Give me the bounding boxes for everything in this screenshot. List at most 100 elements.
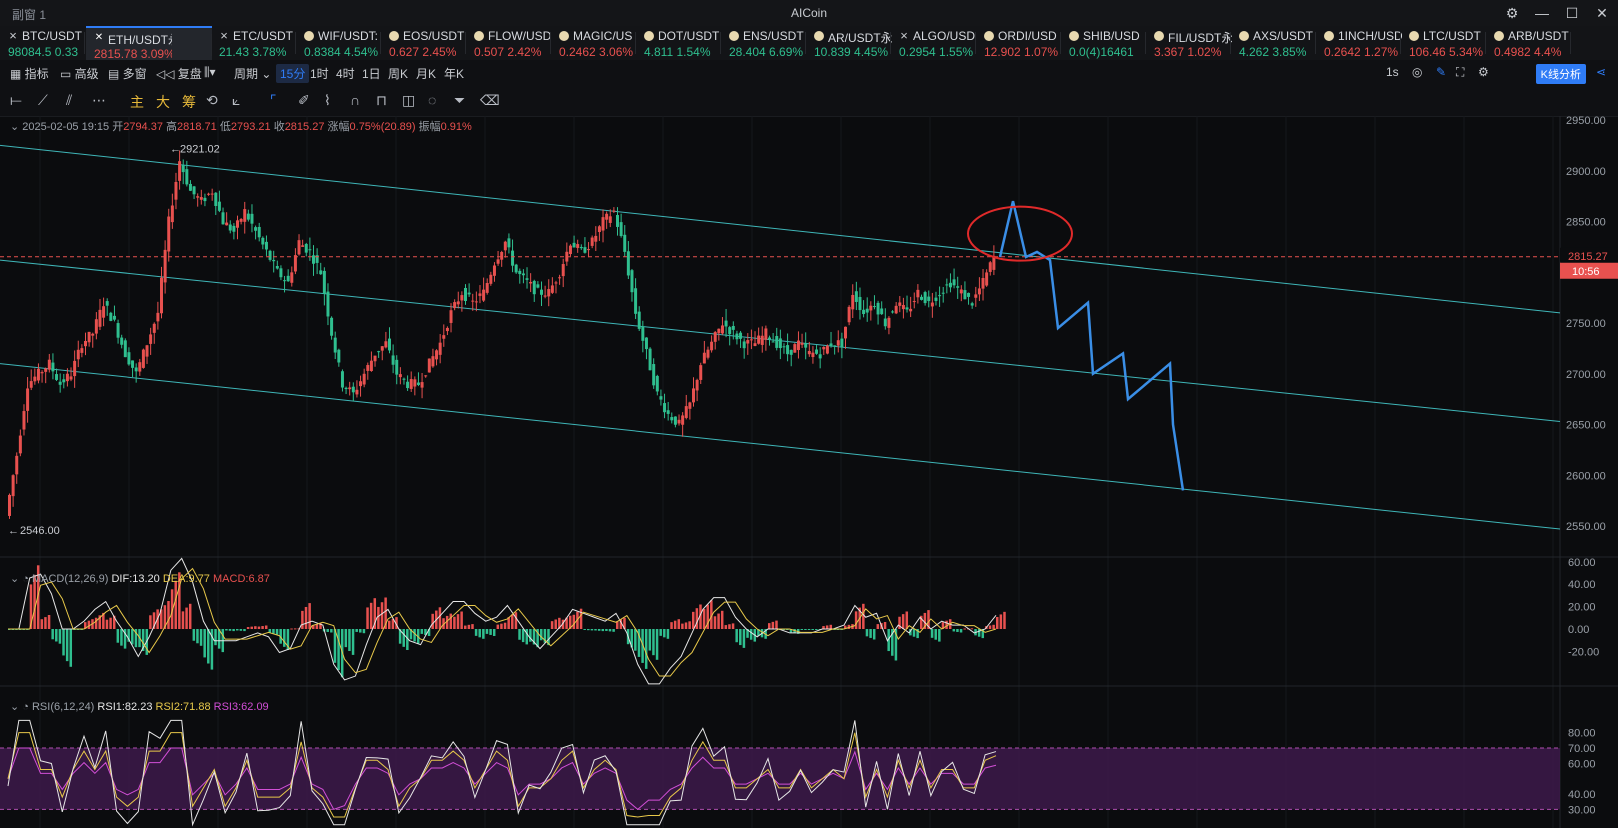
bell-icon[interactable]: ⌄ ◔ <box>10 573 29 585</box>
line-tool-icon[interactable]: ⟝ <box>10 92 22 108</box>
candle-body <box>402 378 406 380</box>
indicators-button[interactable]: ▦ 指标 <box>10 67 49 81</box>
candle-body <box>626 251 630 276</box>
macd-bar <box>388 620 391 629</box>
main-force-button[interactable]: 主 <box>130 94 144 110</box>
more-tools-icon[interactable]: ⋯ <box>92 92 106 108</box>
select-tool-icon[interactable]: ⌜ <box>270 92 277 108</box>
highlight-circle <box>967 205 1073 262</box>
change-value: 2.45% <box>422 45 457 59</box>
period-month[interactable]: 月K <box>416 67 437 81</box>
measure-icon[interactable]: ⟀ <box>232 92 241 108</box>
ticker-tab[interactable]: ORDI/USD 12.902 1.07% <box>976 26 1061 60</box>
period-1h[interactable]: 1时 <box>310 67 329 81</box>
candle-body <box>800 342 804 345</box>
macd-bar <box>312 625 315 629</box>
chips-button[interactable]: 筹 <box>182 94 196 110</box>
period-15m[interactable]: 15分 <box>276 64 310 83</box>
trash-icon[interactable]: ⌫ <box>480 92 500 108</box>
period-button[interactable]: 周期 ⌄ <box>234 67 272 81</box>
ticker-tab[interactable]: LTC/USDT 106.46 5.34% <box>1401 26 1486 60</box>
macd-bar <box>344 629 348 648</box>
ticker-tab[interactable]: SHIB/USD 0.0(4)16461 <box>1061 26 1146 60</box>
kline-analysis-button[interactable]: K线分析 <box>1535 64 1586 84</box>
period-4h[interactable]: 4时 <box>336 67 355 81</box>
pencil-icon[interactable]: ✐ <box>298 92 310 108</box>
macd-bar <box>268 629 272 633</box>
minimize-icon[interactable]: — <box>1535 5 1549 21</box>
candle-body <box>768 337 771 340</box>
ticker-name: DOT/USDT <box>658 29 720 43</box>
candle-body <box>84 340 87 347</box>
ticker-tab[interactable]: × ETC/USDT 21.43 3.78% <box>211 26 296 60</box>
ticker-tab[interactable]: AXS/USDT 4.262 3.85% <box>1231 26 1316 60</box>
ticker-tab[interactable]: MAGIC/US 0.2462 3.06% <box>551 26 636 60</box>
ticker-tab[interactable]: × BTC/USDT 98084.5 0.33 <box>0 26 85 60</box>
ticker-tab[interactable]: ✕ ETH/USDT永续2815.78 3.09% <box>86 26 212 61</box>
period-week[interactable]: 周K <box>388 67 409 81</box>
ticker-name: ALGO/USD <box>913 29 976 43</box>
share-icon[interactable]: ⋖ <box>1596 65 1607 79</box>
maximize-icon[interactable]: ☐ <box>1565 4 1579 21</box>
macd-bar <box>612 629 615 632</box>
candle-body <box>409 379 413 389</box>
sync-icon[interactable]: ⟲ <box>206 92 218 108</box>
candle-body <box>214 192 218 206</box>
macd-bar <box>862 603 865 629</box>
ticker-tab[interactable]: AR/USDT永 10.839 4.45% <box>806 26 892 60</box>
macd-bar <box>601 629 605 632</box>
brush-icon[interactable]: ⌇ <box>324 92 331 108</box>
lock-icon[interactable]: ⊓ <box>376 92 387 108</box>
advanced-label: 高级 <box>74 67 99 81</box>
filter-icon[interactable]: ⏷ <box>454 92 466 108</box>
ticker-tab[interactable]: × ALGO/USD 0.2954 1.55% <box>891 26 976 60</box>
candle-body <box>927 296 931 302</box>
gear-icon[interactable]: ⚙ <box>1478 65 1489 79</box>
price-value: 0.4982 <box>1494 45 1531 59</box>
ticker-tab[interactable]: EOS/USDT 0.627 2.45% <box>381 26 466 60</box>
big-order-button[interactable]: 大 <box>156 94 170 110</box>
macd-bar <box>670 622 673 629</box>
period-year[interactable]: 年K <box>444 67 465 81</box>
candle-body <box>217 201 221 211</box>
price-value: 2815.78 <box>94 47 138 61</box>
ruler-tool-icon[interactable]: ⟋ <box>38 92 48 108</box>
macd-bar <box>51 629 54 640</box>
parallel-tool-icon[interactable]: ⫽ <box>66 92 73 108</box>
ticker-tab[interactable]: 1INCH/USD 0.2642 1.27% <box>1316 26 1402 60</box>
coin-icon <box>1494 31 1504 41</box>
change-value: 3.85% <box>1272 45 1307 59</box>
ticker-tab[interactable]: FIL/USDT永 3.367 1.02% <box>1146 26 1232 60</box>
fullscreen-icon[interactable]: ⛶ <box>1456 65 1465 79</box>
macd-bar <box>590 629 594 631</box>
macd-dif: DIF:13.20 <box>111 573 160 585</box>
hide-icon[interactable]: ◌ <box>428 92 437 108</box>
pen-icon[interactable]: ✎ <box>1436 65 1447 79</box>
replay-button[interactable]: ◁◁ 复盘 <box>156 67 202 81</box>
bell-icon[interactable]: ⌄ ◔ <box>10 701 29 713</box>
macd-bar <box>167 601 170 629</box>
chart-area[interactable]: 2950.002900.002850.002800.002750.002700.… <box>0 116 1618 828</box>
advanced-button[interactable]: ▭ 高级 <box>60 67 99 81</box>
ticker-tab[interactable]: ARB/USDT 0.4982 4.4% <box>1486 26 1571 60</box>
ticker-tab[interactable]: DOT/USDT 4.811 1.54% <box>636 26 721 60</box>
macd-bar <box>40 619 44 629</box>
ticker-tab[interactable]: FLOW/USD 0.507 2.42% <box>466 26 551 60</box>
macd-bar <box>558 617 561 629</box>
ticker-tab[interactable]: WIF/USDT: 0.8384 4.54% <box>296 26 381 60</box>
period-1d[interactable]: 1日 <box>362 67 381 81</box>
close-icon[interactable]: ✕ <box>1596 4 1608 21</box>
magnet-icon[interactable]: ∩ <box>350 92 361 108</box>
multi-window-button[interactable]: ▤ 多窗 <box>108 67 147 81</box>
ticker-tab[interactable]: ENS/USDT 28.404 6.69% <box>721 26 806 60</box>
ticker-name: MAGIC/US <box>573 29 633 43</box>
candle-type-icon[interactable]: ⫼▾ <box>204 65 216 79</box>
eye-icon[interactable]: ◫ <box>402 92 416 108</box>
camera-icon[interactable]: ◎ <box>1412 65 1423 79</box>
candle-body <box>467 292 471 295</box>
macd-bar <box>666 629 670 639</box>
macd-bar <box>930 629 934 638</box>
macd-bar <box>427 629 431 636</box>
settings-icon[interactable]: ⚙ <box>1505 4 1519 21</box>
refresh-rate[interactable]: 1s <box>1386 65 1399 79</box>
